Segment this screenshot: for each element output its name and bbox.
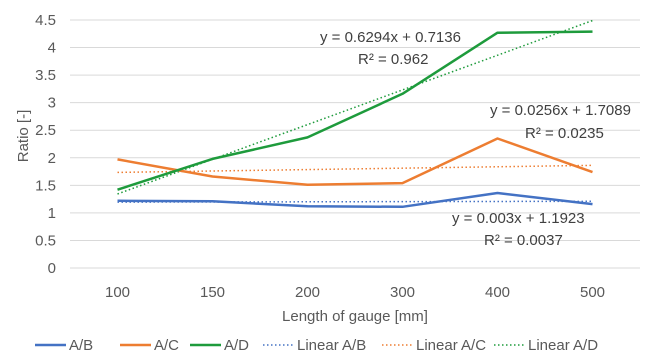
legend-label: A/C <box>154 337 179 354</box>
y-tick-label: 0 <box>48 260 56 277</box>
series-line-a-c <box>117 137 593 187</box>
x-tick-label: 300 <box>390 284 415 301</box>
legend-label: Linear A/D <box>528 337 598 354</box>
y-tick-label: 4 <box>48 40 56 57</box>
series-line-a-b <box>117 191 593 209</box>
x-tick-label: 200 <box>295 284 320 301</box>
y-tick-label: 3 <box>48 95 56 112</box>
legend-label: Linear A/C <box>416 337 486 354</box>
legend-label: A/D <box>224 337 249 354</box>
legend-label: A/B <box>69 337 93 354</box>
y-tick-label: 3.5 <box>35 67 56 84</box>
y-tick-label: 1.5 <box>35 177 56 194</box>
x-tick-label: 150 <box>200 284 225 301</box>
y-tick-label: 1 <box>48 205 56 222</box>
trendline-equation: y = 0.6294x + 0.7136 <box>320 29 461 46</box>
x-axis-title: Length of gauge [mm] <box>282 308 428 325</box>
y-tick-label: 2 <box>48 150 56 167</box>
x-tick-label: 100 <box>105 284 130 301</box>
trendline-r-squared: R² = 0.962 <box>358 51 428 68</box>
trendline-r-squared: R² = 0.0037 <box>484 232 563 249</box>
x-tick-label: 400 <box>485 284 510 301</box>
y-tick-label: 4.5 <box>35 12 56 29</box>
trendline-equation: y = 0.0256x + 1.7089 <box>490 102 631 119</box>
x-tick-label: 500 <box>580 284 605 301</box>
legend-label: Linear A/B <box>297 337 366 354</box>
trendline-equation: y = 0.003x + 1.1923 <box>452 210 585 227</box>
y-axis-title: Ratio [-] <box>15 110 32 163</box>
series-line-a-d <box>117 30 593 191</box>
trendline-r-squared: R² = 0.0235 <box>525 125 604 142</box>
y-tick-label: 0.5 <box>35 232 56 249</box>
y-tick-label: 2.5 <box>35 122 56 139</box>
